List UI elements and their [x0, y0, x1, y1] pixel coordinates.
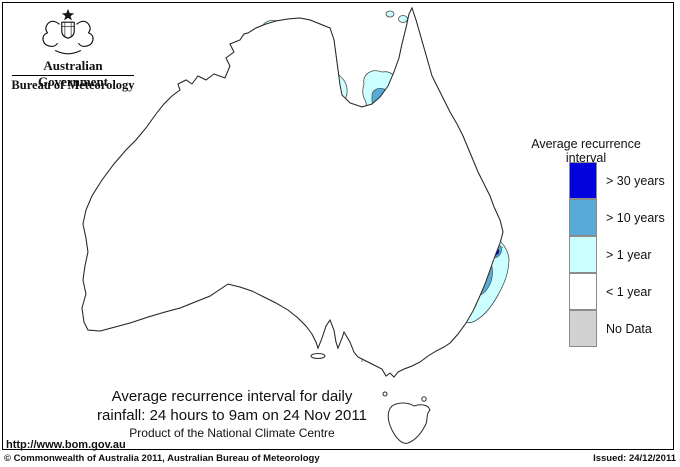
australian-government-label: Australian Government: [37, 58, 109, 89]
legend-title: Average recurrence interval: [531, 137, 641, 165]
legend-swatch-gt30: [569, 162, 597, 199]
kangaroo-icon: [42, 20, 60, 47]
legend-label-nodata: No Data: [606, 321, 652, 336]
bom-url: http://www.bom.gov.au: [6, 439, 126, 451]
legend-label-gt30: > 30 years: [606, 173, 665, 188]
bureau-of-meteorology-label: Bureau of Meteorology: [11, 78, 135, 92]
logo-divider: [12, 75, 134, 76]
coat-of-arms: [42, 8, 94, 55]
issued-date: Issued: 24/12/2011: [593, 453, 676, 464]
tasmania: [310, 353, 431, 444]
emu-icon: [76, 20, 94, 47]
star-icon: [61, 8, 75, 21]
legend-label-gt10: > 10 years: [606, 210, 665, 225]
legend-item-gt10: > 10 years: [569, 198, 665, 236]
legend-item-nodata: No Data: [569, 309, 665, 347]
footer: © Commonwealth of Australia 2011, Austra…: [4, 453, 676, 464]
legend-swatch-gt1: [569, 235, 597, 273]
copyright-text: © Commonwealth of Australia 2011, Austra…: [4, 453, 320, 464]
shield-quarters: [61, 21, 75, 37]
scroll-icon: [54, 50, 82, 55]
legend-item-gt1: > 1 year: [569, 235, 665, 273]
legend-swatch-nodata: [569, 309, 597, 347]
shield-icon: [61, 21, 75, 39]
legend-label-lt1: < 1 year: [606, 284, 652, 299]
legend-item-gt30: > 30 years: [569, 162, 665, 199]
legend-label-gt1: > 1 year: [606, 247, 652, 262]
legend-swatch-lt1: [569, 272, 597, 310]
caption-line-1: Average recurrence interval for daily: [111, 388, 353, 405]
legend: > 30 years > 10 years > 1 year < 1 year …: [569, 162, 665, 347]
caption-line-3: Product of the National Climate Centre: [129, 426, 335, 440]
legend-item-lt1: < 1 year: [569, 272, 665, 310]
legend-swatch-gt10: [569, 198, 597, 236]
caption-line-2: rainfall: 24 hours to 9am on 24 Nov 2011: [97, 407, 367, 424]
map-caption: Average recurrence interval for daily ra…: [82, 387, 382, 441]
